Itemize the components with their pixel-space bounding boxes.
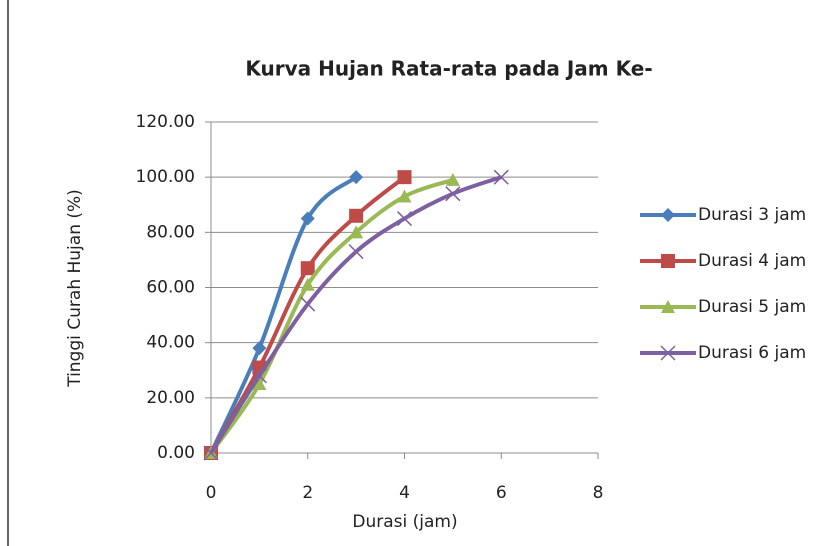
- data-point: [348, 244, 364, 260]
- data-point: [300, 296, 316, 312]
- data-point: [252, 341, 267, 356]
- series-line: [209, 175, 358, 454]
- x-axis-label: Durasi (jam): [352, 512, 457, 532]
- legend-marker: [661, 300, 675, 313]
- y-axis-label: Tinggi Curah Hujan (%): [65, 189, 85, 388]
- x-tick-label: 0: [206, 483, 217, 503]
- y-tick-label: 40.00: [146, 333, 195, 353]
- data-point: [445, 186, 461, 202]
- y-tick-label: 60.00: [146, 278, 195, 298]
- data-point: [349, 170, 364, 185]
- y-tick-label: 100.00: [136, 167, 195, 187]
- legend-marker: [660, 345, 676, 361]
- data-point: [300, 277, 315, 291]
- legend-marker: [661, 254, 675, 268]
- chart-title: Kurva Hujan Rata-rata pada Jam Ke-: [245, 57, 652, 81]
- legend-label: Durasi 3 jam: [698, 205, 806, 225]
- data-point: [396, 211, 413, 227]
- data-point: [397, 189, 412, 203]
- y-tick-label: 120.00: [136, 112, 195, 132]
- data-point: [493, 169, 509, 185]
- data-point: [203, 445, 219, 461]
- data-point: [445, 172, 460, 186]
- y-tick-label: 0.00: [157, 443, 195, 463]
- data-point: [300, 211, 315, 226]
- x-tick-label: 6: [496, 483, 507, 503]
- data-point: [300, 261, 315, 276]
- data-point: [349, 225, 364, 239]
- y-tick-label: 20.00: [146, 388, 195, 408]
- y-tick-label: 80.00: [146, 222, 195, 242]
- data-point: [349, 208, 364, 223]
- legend-marker: [661, 208, 675, 222]
- data-point: [251, 368, 267, 384]
- x-tick-label: 2: [302, 483, 313, 503]
- series-line: [209, 175, 406, 454]
- legend-label: Durasi 5 jam: [698, 297, 806, 317]
- legend-label: Durasi 4 jam: [698, 251, 806, 271]
- data-point: [252, 377, 267, 391]
- x-tick-label: 4: [399, 483, 410, 503]
- legend-label: Durasi 6 jam: [698, 343, 806, 363]
- data-point: [397, 170, 412, 185]
- x-tick-label: 8: [593, 483, 604, 503]
